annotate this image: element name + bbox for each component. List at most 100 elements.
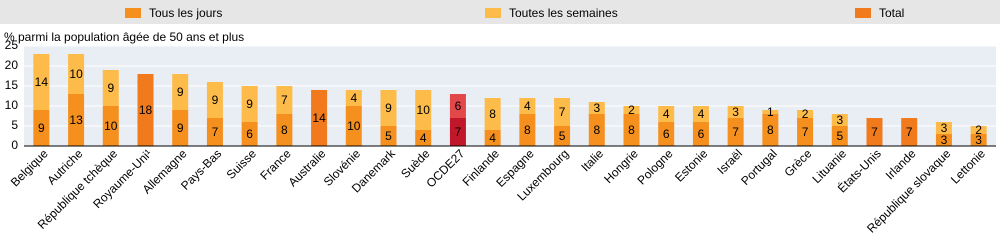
bar-segment [33, 54, 50, 110]
value-label: 7 [455, 125, 462, 139]
value-label: 9 [246, 97, 253, 111]
bar-segment [345, 106, 362, 146]
value-label: 6 [698, 127, 705, 141]
value-label: 7 [281, 93, 288, 107]
bar-segment [658, 106, 675, 122]
value-label: 2 [975, 123, 982, 137]
bar-segment [137, 74, 154, 146]
value-label: 14 [312, 111, 326, 125]
y-axis-label: % parmi la population âgée de 50 ans et … [4, 30, 244, 44]
value-label: 14 [35, 75, 49, 89]
value-label: 4 [524, 99, 531, 113]
bar-segment [797, 118, 814, 146]
value-label: 7 [559, 105, 566, 119]
bar-segment [762, 114, 779, 146]
bar-segment [554, 98, 571, 126]
value-label: 9 [107, 81, 114, 95]
bar-segment [727, 118, 744, 146]
value-label: 7 [802, 125, 809, 139]
value-label: 4 [698, 107, 705, 121]
bar-segment [970, 134, 987, 146]
value-label: 4 [663, 107, 670, 121]
bar-segment [241, 122, 258, 146]
value-label: 3 [732, 105, 739, 119]
x-tick-label: Suisse [224, 146, 260, 182]
bar-segment [970, 126, 987, 134]
bar-segment [415, 90, 432, 130]
value-label: 5 [385, 129, 392, 143]
value-label: 4 [350, 91, 357, 105]
bar-segment [866, 118, 883, 146]
bar-segment [380, 90, 397, 126]
x-tick-label: Belgique [8, 146, 51, 189]
legend-swatch [855, 8, 871, 18]
bar-segment [241, 86, 258, 122]
legend-swatch [485, 8, 501, 18]
bar-segment [102, 70, 119, 106]
bar-segment [102, 106, 119, 146]
x-tick-label: Israël [714, 146, 745, 177]
value-label: 8 [281, 123, 288, 137]
bar-segment [311, 90, 328, 146]
value-label: 8 [524, 123, 531, 137]
value-label: 7 [212, 125, 219, 139]
bar-segment [484, 130, 501, 146]
x-tick-label: Portugal [738, 146, 780, 188]
bar-segment [380, 126, 397, 146]
x-tick-label: Australie [286, 146, 329, 189]
bar-segment [519, 98, 536, 114]
bar-segment [935, 134, 952, 146]
value-label: 18 [139, 103, 153, 117]
x-tick-label: Grèce [781, 146, 814, 179]
bar-segment [519, 114, 536, 146]
plot-background [24, 46, 996, 146]
bar-segment [658, 122, 675, 146]
value-label: 5 [836, 129, 843, 143]
value-label: 6 [663, 127, 670, 141]
value-label: 3 [593, 101, 600, 115]
value-label: 3 [941, 121, 948, 135]
x-tick-label: Italie [578, 146, 606, 174]
value-label: 9 [385, 101, 392, 115]
bar-segment [172, 110, 189, 146]
bar-segment [276, 114, 293, 146]
bar-segment [345, 90, 362, 106]
bar-segment [588, 114, 605, 146]
value-label: 10 [417, 103, 431, 117]
value-label: 9 [212, 93, 219, 107]
bar-segment [415, 130, 432, 146]
value-label: 9 [177, 85, 184, 99]
value-label: 3 [836, 113, 843, 127]
y-tick-label: 0 [11, 138, 18, 152]
bar-segment [68, 94, 85, 146]
bar-segment [831, 126, 848, 146]
value-label: 2 [802, 107, 809, 121]
value-label: 8 [593, 123, 600, 137]
bar-segment [762, 110, 779, 114]
value-label: 7 [732, 125, 739, 139]
bar-segment [901, 118, 918, 146]
bar-segment [554, 126, 571, 146]
bar-segment [831, 114, 848, 126]
value-label: 3 [941, 133, 948, 147]
bar-segment [623, 114, 640, 146]
y-tick-label: 10 [5, 98, 19, 112]
value-label: 1 [767, 105, 774, 119]
x-tick-label: Lettonie [948, 146, 988, 186]
value-label: 5 [559, 129, 566, 143]
bar-segment [692, 122, 709, 146]
value-label: 6 [455, 99, 462, 113]
bar-segment [449, 94, 466, 118]
value-label: 9 [38, 121, 45, 135]
legend-label: Total [879, 6, 904, 20]
y-tick-label: 20 [5, 58, 19, 72]
value-label: 10 [347, 119, 361, 133]
value-label: 9 [177, 121, 184, 135]
value-label: 4 [489, 131, 496, 145]
value-label: 8 [767, 123, 774, 137]
value-label: 8 [628, 123, 635, 137]
y-tick-label: 25 [5, 38, 19, 52]
bar-segment [484, 98, 501, 130]
value-label: 10 [69, 67, 83, 81]
